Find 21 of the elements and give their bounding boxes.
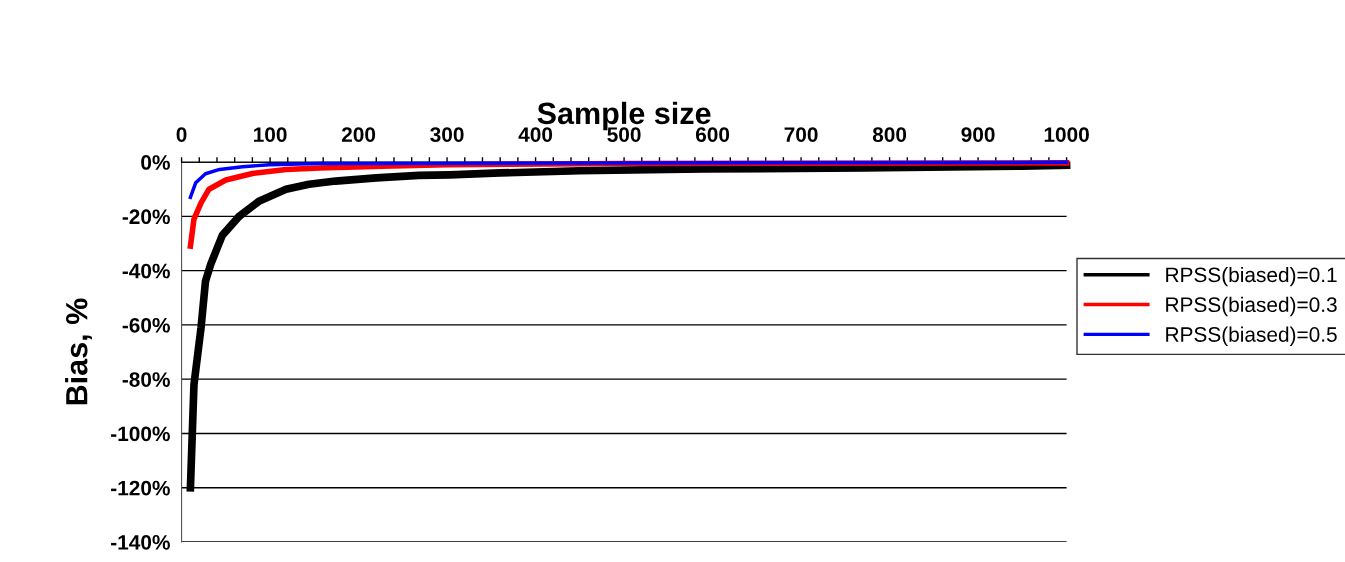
legend-label: RPSS(biased)=0.1 [1166, 266, 1337, 287]
y-tick-label: -20% [122, 209, 170, 225]
x-tick-label: 300 [430, 127, 464, 143]
x-tick-label: 100 [254, 127, 287, 142]
y-tick-label: -100% [111, 426, 170, 442]
y-tick-label: 0% [141, 155, 170, 170]
y-tick-label: -60% [122, 317, 170, 333]
line-series [188, 160, 1069, 200]
legend-label: RPSS(biased)=0.5 [1166, 326, 1337, 346]
x-tick-label: 800 [872, 127, 907, 142]
x-tick-label: 1000 [1044, 127, 1089, 142]
y-tick-label: -80% [122, 372, 170, 387]
x-tick-label: 900 [961, 127, 995, 142]
x-tick-label: 700 [784, 127, 818, 142]
y-tick-label: -40% [122, 263, 170, 279]
y-tick-label: -120% [111, 480, 170, 496]
y-tick-label: -140% [111, 534, 170, 550]
legend-label: RPSS(biased)=0.3 [1166, 296, 1337, 317]
x-tick-label: 0 [176, 127, 187, 142]
y-axis-title: Bias, % [65, 298, 92, 405]
x-tick-label: 200 [341, 127, 376, 142]
